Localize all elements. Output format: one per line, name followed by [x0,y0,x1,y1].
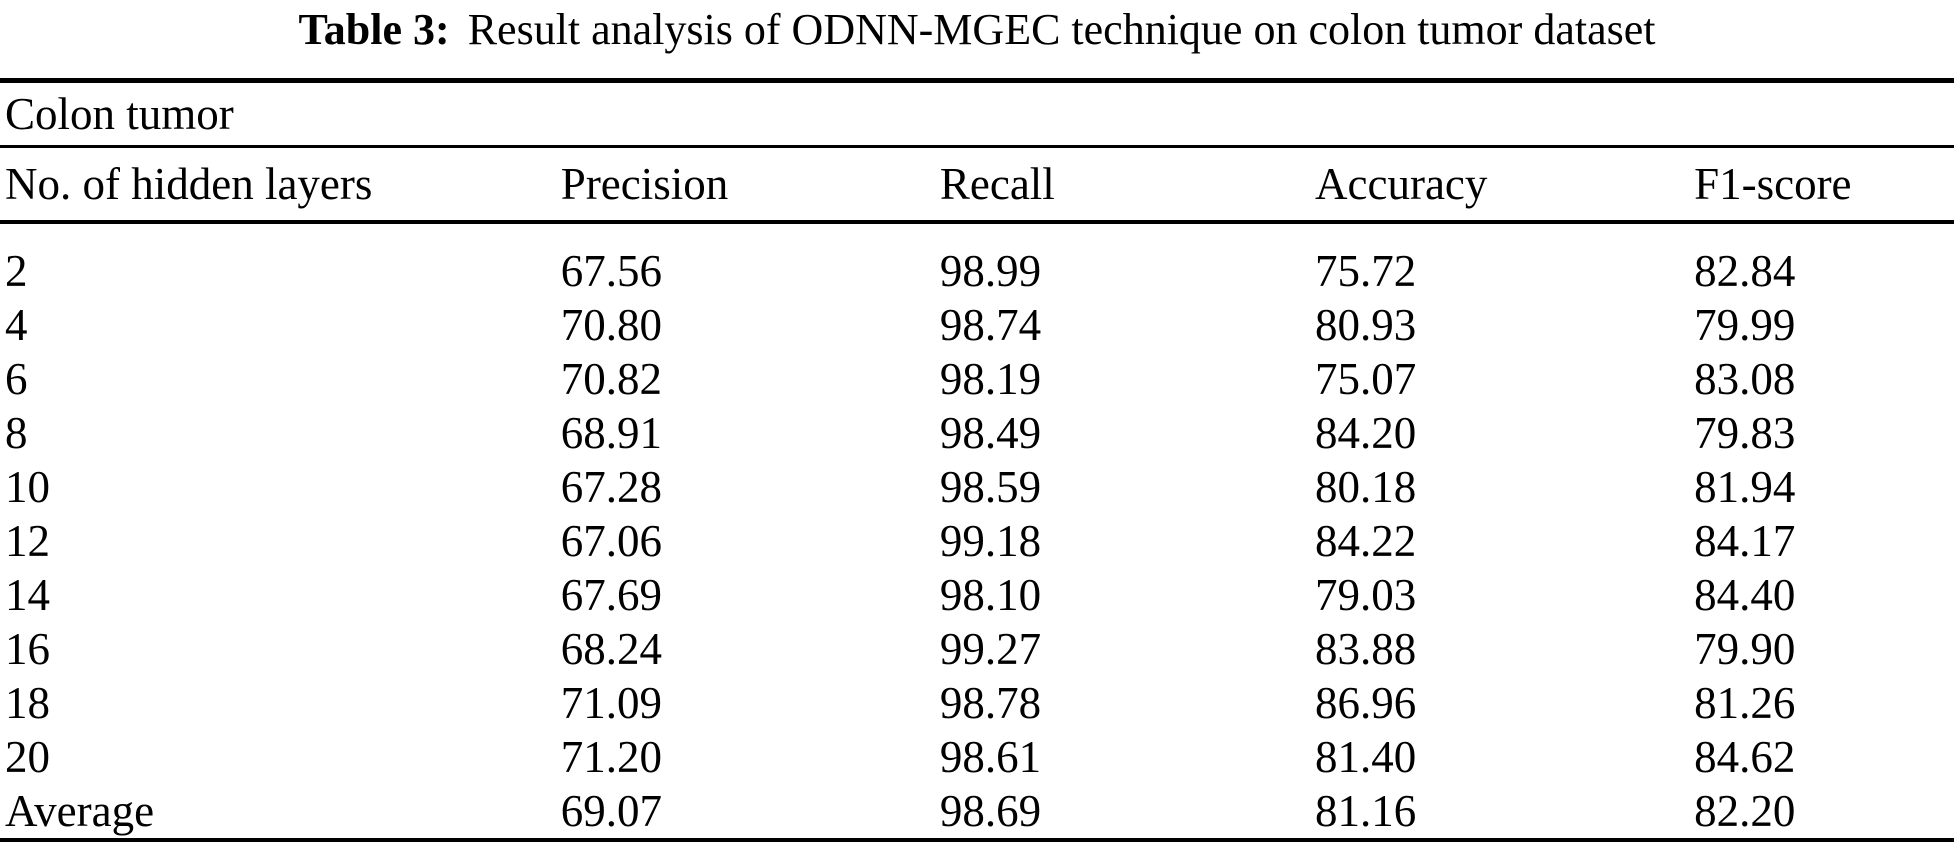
column-header-3: Accuracy [1315,146,1695,224]
table-row: 6 70.82 98.19 75.07 83.08 [0,352,1954,406]
value-cell: 98.49 [939,408,1042,458]
value-cell: 69.07 [560,786,663,836]
value-cell: 81.26 [1694,678,1796,728]
table-row: 18 71.09 98.78 86.96 81.26 [0,676,1954,730]
value-cell: 79.83 [1694,408,1796,458]
value-cell: 79.03 [1315,570,1417,620]
value-cell: 79.90 [1694,624,1796,674]
group-header-row: Colon tumor [0,80,1954,148]
value-cell: 71.09 [560,678,663,728]
value-cell: 71.20 [560,732,663,782]
value-cell: 84.20 [1315,408,1417,458]
value-cell: 80.18 [1315,462,1417,512]
results-table: Colon tumor No. of hidden layers Precisio… [0,78,1954,842]
table-row: 10 67.28 98.59 80.18 81.94 [0,460,1954,514]
value-cell: 75.72 [1315,246,1417,296]
value-cell: 99.27 [939,624,1042,674]
value-cell: 99.18 [939,516,1042,566]
value-cell: 84.22 [1315,516,1417,566]
value-cell: 83.08 [1694,354,1796,404]
table-caption-label: Table 3: [298,5,450,54]
table-row: 8 68.91 98.49 84.20 79.83 [0,406,1954,460]
group-header-cell: Colon tumor [0,80,1954,148]
value-cell: 98.19 [939,354,1042,404]
value-cell: 80.93 [1315,300,1417,350]
row-label: Average [5,786,155,836]
value-cell: 98.74 [939,300,1042,350]
row-label: 6 [5,354,28,404]
value-cell: 82.20 [1694,786,1796,836]
row-label: 16 [5,624,50,674]
table-row: 16 68.24 99.27 83.88 79.90 [0,622,1954,676]
value-cell: 79.99 [1694,300,1796,350]
row-label: 8 [5,408,28,458]
value-cell: 68.91 [560,408,663,458]
value-cell: 82.84 [1694,246,1796,296]
value-cell: 86.96 [1315,678,1417,728]
value-cell: 81.16 [1315,786,1417,836]
table-head: Colon tumor No. of hidden layers Precisio… [0,80,1954,224]
row-label: 2 [5,246,28,296]
value-cell: 70.82 [560,354,663,404]
value-cell: 98.59 [939,462,1042,512]
value-cell: 67.69 [560,570,663,620]
table-row: 20 71.20 98.61 81.40 84.62 [0,730,1954,784]
value-cell: 84.62 [1694,732,1796,782]
value-cell: 68.24 [560,624,663,674]
value-cell: 98.78 [939,678,1042,728]
value-cell: 84.40 [1694,570,1796,620]
table-row: 4 70.80 98.74 80.93 79.99 [0,298,1954,352]
table-row: 2 67.56 98.99 75.72 82.84 [0,222,1954,298]
value-cell: 98.99 [939,246,1042,296]
row-label: 20 [5,732,50,782]
value-cell: 98.69 [939,786,1042,836]
table-row: 14 67.69 98.10 79.03 84.40 [0,568,1954,622]
table-row: Average 69.07 98.69 81.16 82.20 [0,784,1954,840]
column-header-row: No. of hidden layers Precision Recall Accur… [0,146,1954,224]
table-caption-text: Result analysis of ODNN-MGEC technique o… [467,5,1656,54]
value-cell: 75.07 [1315,354,1417,404]
value-cell: 67.56 [560,246,663,296]
column-header-2: Recall [939,146,1316,224]
row-label: 4 [5,300,28,350]
column-header-4: F1-score [1694,146,1954,224]
column-header-0: No. of hidden layers [0,146,561,224]
value-cell: 83.88 [1315,624,1417,674]
value-cell: 81.94 [1694,462,1796,512]
row-label: 12 [5,516,50,566]
row-label: 18 [5,678,50,728]
value-cell: 81.40 [1315,732,1417,782]
table-row: 12 67.06 99.18 84.22 84.17 [0,514,1954,568]
value-cell: 98.10 [939,570,1042,620]
table-body: 2 67.56 98.99 75.72 82.84 4 70.80 98.74 80.93 79.… [0,222,1954,840]
value-cell: 67.06 [560,516,663,566]
value-cell: 98.61 [939,732,1042,782]
row-label: 14 [5,570,50,620]
table-caption: Table 3: Result analysis of ODNN-MGEC tec… [0,4,1954,56]
value-cell: 67.28 [560,462,663,512]
column-header-1: Precision [560,146,940,224]
value-cell: 84.17 [1694,516,1796,566]
value-cell: 70.80 [560,300,663,350]
row-label: 10 [5,462,50,512]
